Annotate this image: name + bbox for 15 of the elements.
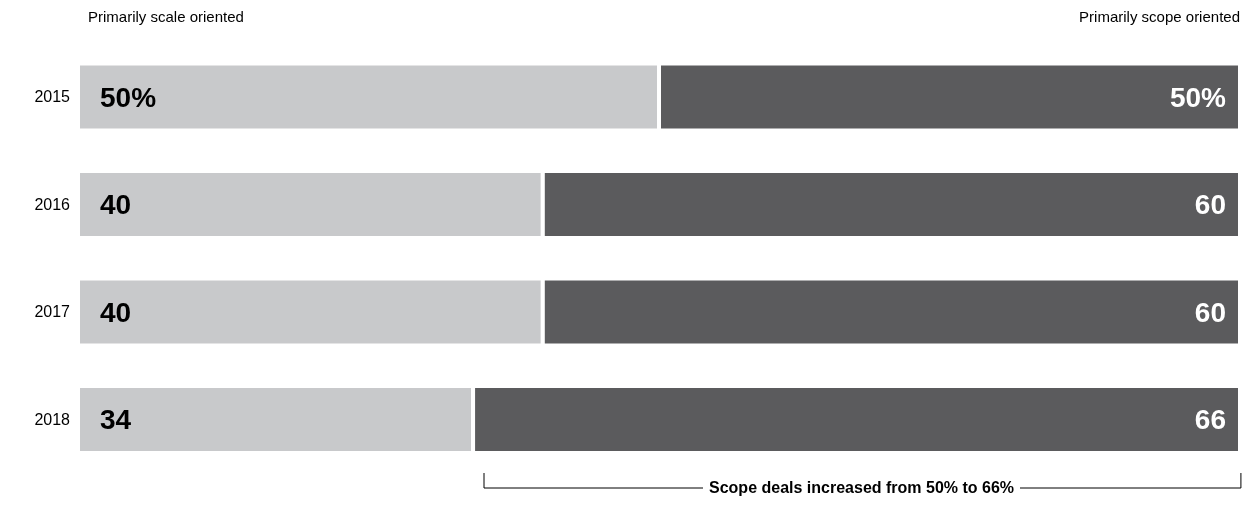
text: Scope deals increased from 50% to 66% [703,479,1021,496]
text: Primarily scale oriented [88,8,244,27]
data-label: 34 [100,404,132,436]
data-label: 60 [1194,189,1226,221]
data-label: 50% [100,81,157,113]
data-label: 50% [1169,81,1227,113]
data-label: 60 [1194,296,1226,328]
data-label: 40 [100,189,132,221]
y-tick-label: 2017 [34,303,71,321]
y-tick-label: 2016 [34,195,71,213]
data-label: 40 [100,296,132,328]
y-tick-label: 2018 [34,410,71,428]
y-tick-label: 2015 [34,88,71,106]
text: Primarily scope oriented [1079,8,1240,27]
data-label: 66 [1194,404,1226,436]
